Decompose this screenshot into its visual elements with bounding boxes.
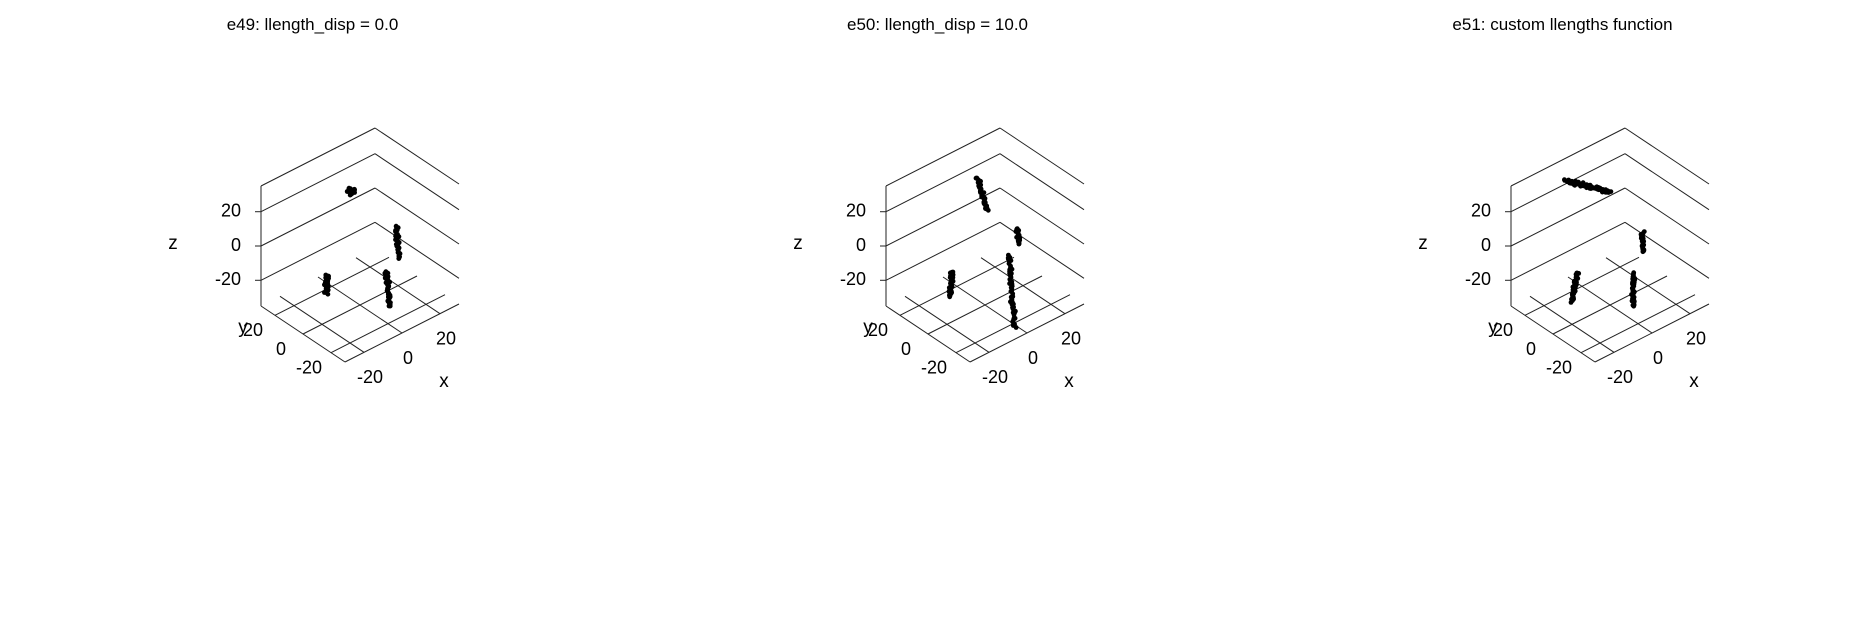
z-tick-label: -20	[215, 269, 241, 289]
x-axis-label: x	[1064, 371, 1074, 392]
subplot-title: e51: custom llengths function	[1452, 15, 1673, 34]
subplot-e49: e49: llength_disp = 0.0 -20 0 20 -20 0 20 -20 0…	[0, 0, 625, 625]
subplot-title: e50: llength_disp = 10.0	[846, 15, 1028, 34]
x-tick-label: 0	[1028, 348, 1038, 368]
back-top-edge	[260, 127, 376, 187]
y-grid-line	[1552, 275, 1668, 335]
z-grid-line-right	[374, 153, 460, 211]
z-grid-line-back	[260, 187, 376, 247]
subplot-e50: e50: llength_disp = 10.0 -20 0 20 -20 0 20 -20…	[625, 0, 1250, 625]
data-point-cluster-2	[950, 269, 956, 275]
y-grid-line	[1524, 256, 1640, 316]
z-tick-label: 0	[1481, 235, 1491, 255]
z-grid-line-back	[885, 221, 1001, 281]
subplot-title: e49: llength_disp = 0.0	[226, 15, 399, 34]
x-tick-label: 0	[403, 348, 413, 368]
data-point-cluster-4	[1608, 189, 1614, 195]
y-tick-label: 0	[276, 339, 286, 359]
data-point-cluster-4	[1568, 179, 1574, 185]
plot-area: -20 0 20 -20 0 20 -20 0 20 x y z	[1418, 127, 1710, 392]
plot-area: -20 0 20 -20 0 20 -20 0 20 x y z	[793, 127, 1085, 392]
data-point-cluster-4	[348, 190, 354, 196]
x-axis-label: x	[439, 371, 449, 392]
y-grid-line	[1580, 294, 1696, 354]
z-grid-line-right	[1624, 221, 1710, 279]
y-tick-label: -20	[1546, 357, 1572, 377]
y-axis-label: y	[238, 317, 248, 338]
z-axis-label: z	[168, 233, 178, 254]
data-point-cluster-2	[1574, 270, 1580, 276]
scatter-points	[946, 175, 1023, 330]
data-point-cluster-1	[1006, 252, 1011, 258]
back-top-edge	[885, 127, 1001, 187]
z-tick-label: -20	[1465, 269, 1491, 289]
z-axis-label: z	[1418, 233, 1428, 254]
z-grid-line-back	[260, 153, 376, 213]
x-tick-label: 20	[1061, 328, 1081, 348]
x-axis-label: x	[1689, 371, 1699, 392]
x-tick-label: 20	[436, 328, 456, 348]
z-grid-line-right	[374, 187, 460, 245]
y-tick-label: -20	[921, 357, 947, 377]
y-tick-label: 0	[901, 339, 911, 359]
data-point-cluster-3	[1014, 227, 1020, 232]
z-axis-label: z	[793, 233, 803, 254]
right-top-edge	[374, 127, 460, 185]
data-point-cluster-4	[352, 190, 357, 195]
data-point-cluster-1	[1012, 315, 1018, 321]
data-point-cluster-1	[382, 270, 388, 276]
z-tick-label: 0	[231, 235, 241, 255]
z-grid-line-back	[1510, 221, 1626, 281]
x-tick-label: 20	[1686, 328, 1706, 348]
subplot-e51: e51: custom llengths function -20 0 20 -20 0…	[1250, 0, 1875, 625]
z-tick-label: -20	[840, 269, 866, 289]
y-tick-label: 20	[243, 320, 263, 340]
z-grid-line-back	[1510, 187, 1626, 247]
x-tick-label: -20	[1607, 367, 1633, 387]
y-tick-label: 20	[868, 320, 888, 340]
scatter-points	[322, 185, 403, 309]
axes-box	[1505, 127, 1710, 363]
data-point-cluster-3	[393, 223, 399, 229]
plot-area: -20 0 20 -20 0 20 -20 0 20 x y z	[168, 127, 460, 392]
z-grid-line-right	[999, 187, 1085, 245]
z-grid-line-right	[1624, 187, 1710, 245]
z-tick-label: 20	[221, 200, 241, 220]
y-tick-label: -20	[296, 357, 322, 377]
scatter-points	[1562, 177, 1647, 309]
axes-box	[880, 127, 1085, 363]
y-grid-line	[330, 294, 446, 354]
back-top-edge	[1510, 127, 1626, 187]
x-tick-label: -20	[982, 367, 1008, 387]
axes-box	[255, 127, 460, 363]
z-tick-label: 20	[846, 200, 866, 220]
z-grid-line-right	[999, 153, 1085, 211]
y-axis-label: y	[863, 317, 873, 338]
z-grid-line-back	[885, 153, 1001, 213]
right-top-edge	[1624, 127, 1710, 185]
x-tick-label: -20	[357, 367, 383, 387]
y-tick-label: 20	[1493, 320, 1513, 340]
y-grid-line	[927, 275, 1043, 335]
y-axis-label: y	[1488, 317, 1498, 338]
data-point-cluster-1	[1631, 270, 1637, 276]
data-point-cluster-4	[974, 175, 980, 181]
z-tick-label: 0	[856, 235, 866, 255]
y-grid-line	[899, 256, 1015, 316]
z-tick-label: 20	[1471, 200, 1491, 220]
data-point-cluster-2	[325, 273, 331, 279]
right-top-edge	[999, 127, 1085, 185]
z-grid-line-right	[374, 221, 460, 279]
y-grid-line	[302, 275, 418, 335]
x-tick-label: 0	[1653, 348, 1663, 368]
y-grid-line	[274, 256, 390, 316]
y-tick-label: 0	[1526, 339, 1536, 359]
z-grid-line-right	[1624, 153, 1710, 211]
z-grid-line-back	[260, 221, 376, 281]
data-point-cluster-3	[1641, 229, 1647, 235]
